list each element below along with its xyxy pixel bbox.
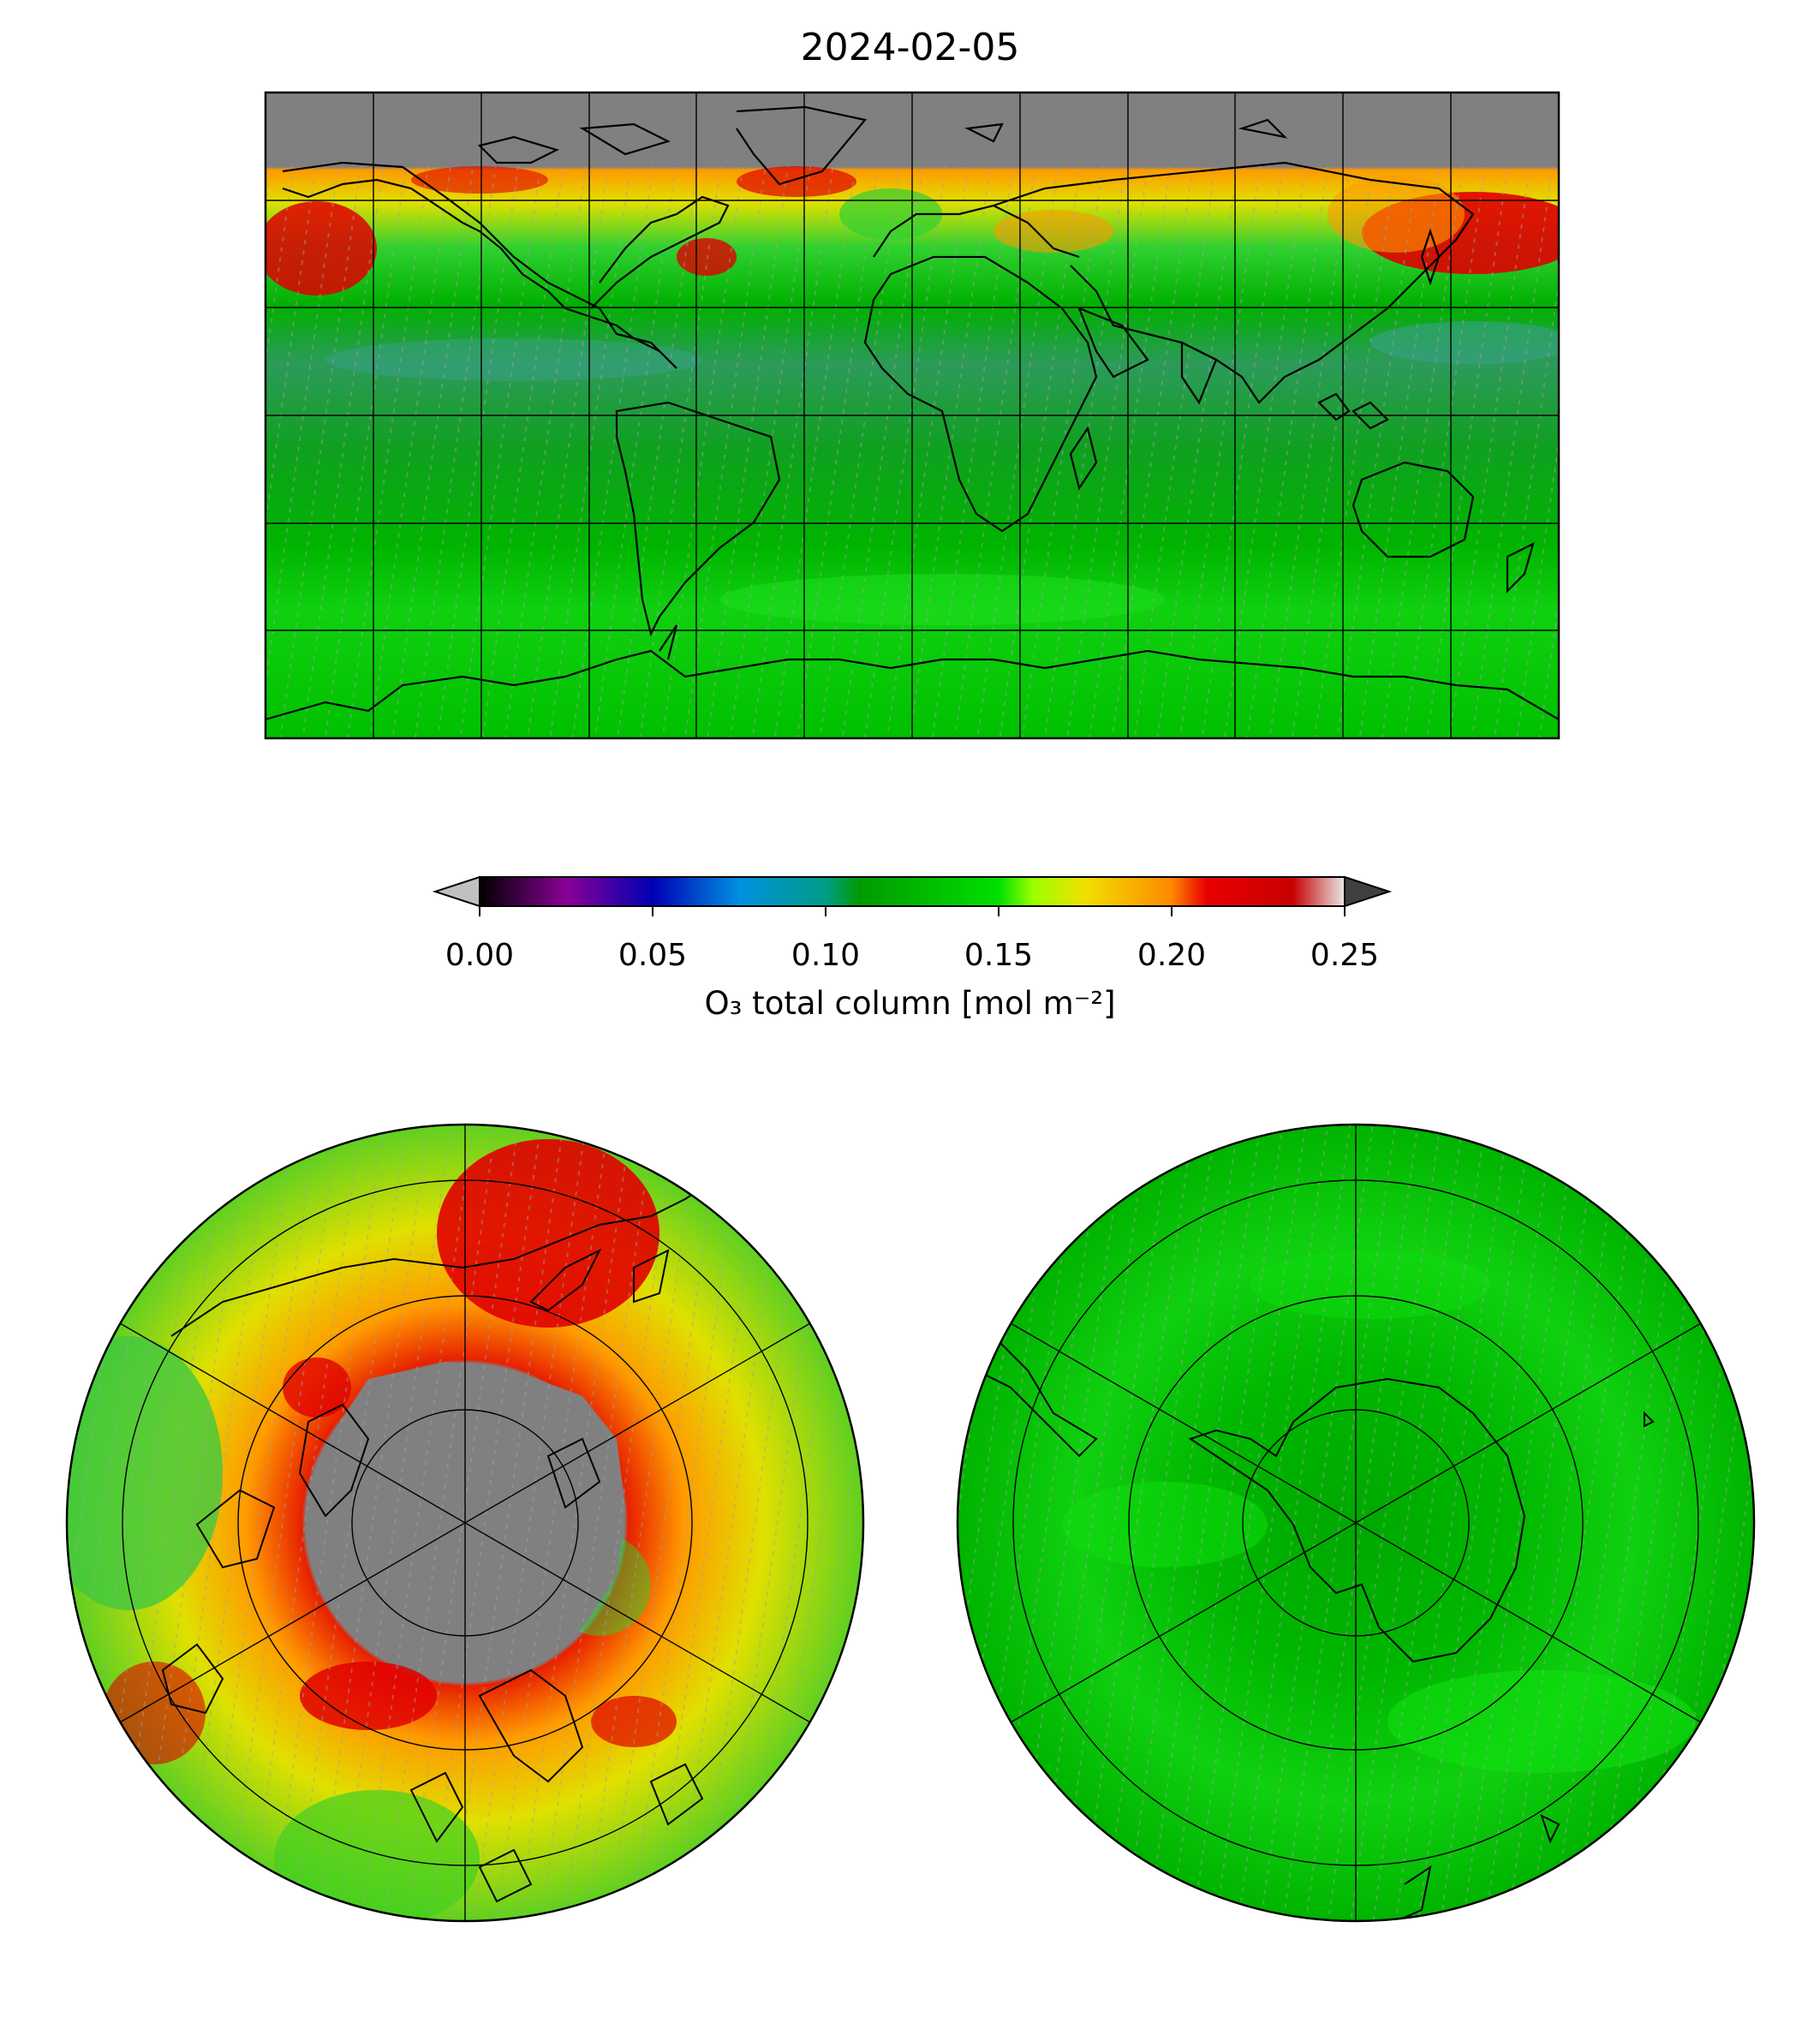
north-coastlines (161, 1181, 712, 1903)
north-frame (65, 1123, 865, 1923)
south-frame (956, 1123, 1756, 1923)
south-coastlines (976, 1335, 1655, 1921)
north-anomalies (67, 1125, 863, 1921)
plot-title: 2024-02-05 (800, 26, 1020, 69)
colorbar-tick-label: 0.15 (964, 938, 1034, 973)
colorbar-tick-label: 0.05 (618, 938, 688, 973)
north-polar-map (65, 1123, 865, 1923)
global-gridlines (266, 92, 1559, 738)
global-map (264, 91, 1560, 740)
colorbar-under-triangle (432, 875, 480, 908)
colorbar-label: O₃ total column [mol m⁻²] (704, 985, 1116, 1022)
colorbar (432, 875, 1393, 916)
colorbar-over-triangle (1344, 875, 1393, 908)
south-polar-map (956, 1123, 1756, 1923)
colorbar-bar (479, 876, 1346, 907)
north-graticule (119, 1125, 811, 1921)
colorbar-ticks (479, 906, 1346, 916)
colorbar-tick-label: 0.10 (791, 938, 861, 973)
global-frame (264, 91, 1560, 740)
colorbar-tick-label: 0.25 (1310, 938, 1380, 973)
colorbar-tick-label: 0.00 (445, 938, 515, 973)
south-graticule (1010, 1125, 1702, 1921)
global-coastlines (266, 105, 1559, 721)
colorbar-tick-label: 0.20 (1137, 938, 1207, 973)
